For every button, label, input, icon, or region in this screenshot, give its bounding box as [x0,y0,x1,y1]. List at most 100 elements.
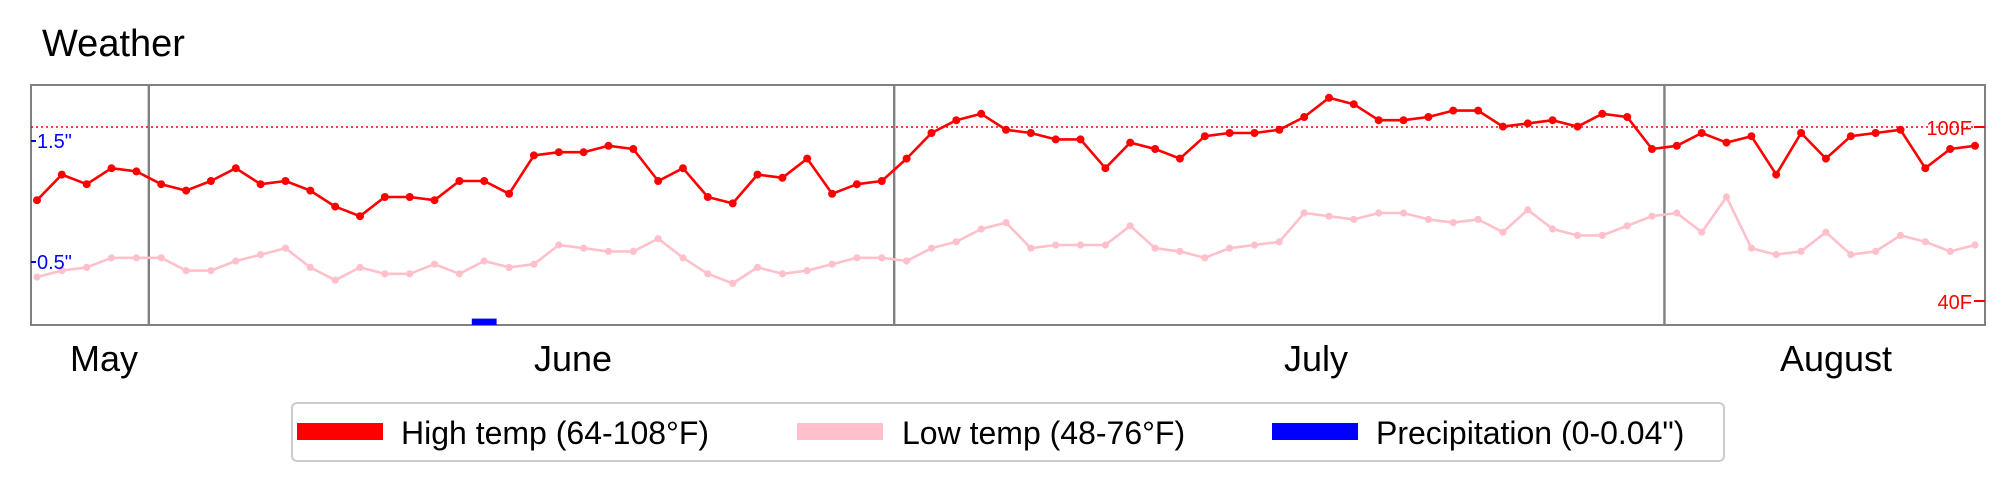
high-temp-point [356,212,364,221]
low-temp-point [207,267,215,275]
low-temp-point [1350,215,1358,223]
high-temp-point [1648,145,1656,153]
high-temp-point [1846,132,1855,141]
low-temp-point [580,244,588,252]
high-temp-point [1424,113,1433,121]
low-temp-point [629,247,637,255]
high-temp-point [604,141,613,150]
low-temp-point [1002,219,1010,227]
high-temp-series [33,93,1979,221]
high-temp-point [206,177,215,185]
high-temp-point [629,145,638,153]
high-temp-point [33,196,41,205]
low-temp-point [1300,209,1308,217]
low-temp-point [1549,225,1557,233]
high-temp-point [306,186,315,195]
precip-label-0-5: 0.5" [37,252,72,274]
low-temp-point [406,270,414,278]
low-temp-point [1623,222,1631,230]
high-temp-point [1051,135,1060,144]
low-temp-series [33,193,1979,287]
low-temp-point [1375,209,1383,217]
low-temp-point [1722,193,1731,201]
high-temp-point [1498,122,1507,131]
high-temp-point [828,189,837,198]
high-temp-point [107,164,116,173]
high-temp-point [157,180,166,189]
plot-area [30,84,1986,326]
low-temp-point [1250,241,1259,249]
month-label-may: May [70,338,138,379]
low-temp-point [1648,212,1656,220]
low-temp-point [1598,231,1606,239]
low-temp-point [1076,241,1085,249]
low-temp-point [505,263,513,271]
high-temp-point [1474,106,1483,115]
low-temp-point [1101,241,1109,249]
high-temp-point [405,193,414,201]
high-temp-point [1151,145,1160,153]
low-temp-point [977,225,985,233]
high-temp-point [1374,116,1383,125]
high-temp-point [1797,129,1806,137]
high-temp-point [231,164,240,173]
low-temp-point [182,267,190,275]
high-temp-point [256,180,265,189]
low-temp-point [1698,228,1706,236]
high-temp-point [952,116,961,125]
month-dividers [147,85,1666,325]
low-temp-point [952,238,960,246]
low-temp-point [306,263,314,271]
low-temp-point [1499,228,1507,236]
low-temp-point [157,254,165,262]
high-temp-point [778,173,787,182]
low-temp-point [903,257,911,265]
low-temp-point [1896,231,1905,239]
legend-swatch-precip [1272,423,1358,440]
legend-label-precip: Precipitation (0-0.04") [1376,415,1684,451]
month-label-june: June [534,338,612,379]
high-temp-point [1697,129,1706,137]
low-temp-point [83,263,91,271]
low-temp-point [1176,247,1184,255]
high-temp-point [1399,116,1408,125]
low-temp-point [356,263,364,271]
low-temp-point [1673,209,1681,217]
high-temp-point [977,109,986,118]
temp-label-40f: 40F [1938,292,1972,314]
chart-title: Weather [42,23,185,65]
high-temp-point [480,177,489,185]
high-temp-point [1250,129,1259,137]
high-temp-point [1598,109,1607,118]
high-temp-point [1971,141,1979,150]
low-temp-point [1052,241,1060,249]
low-temp-point [828,260,836,268]
precip-label-1-5: 1.5" [37,131,72,153]
low-temp-point [1872,247,1880,255]
low-temp-point [1449,219,1457,227]
low-temp-point [257,251,265,259]
high-temp-point [1772,170,1781,179]
precipitation-bars [471,318,497,325]
left-axis-labels: 1.5" 0.5" [31,131,72,274]
low-temp-point [927,244,936,252]
low-temp-point [853,254,861,262]
high-temp-point [1325,93,1333,102]
high-temp-point [1946,145,1955,153]
high-temp-point [1449,106,1458,115]
high-temp-point [803,154,812,163]
low-temp-point [778,270,787,278]
low-temp-point [1275,238,1283,246]
low-temp-point [1126,222,1134,230]
high-temp-point [1002,125,1010,134]
high-temp-point [1076,135,1085,144]
high-temp-point [182,186,191,195]
high-temp-point [281,177,290,185]
low-temp-point [604,247,613,255]
low-temp-point [430,260,439,268]
high-temp-point [554,148,563,157]
high-temp-point [1672,141,1681,150]
high-temp-point [1300,113,1309,121]
low-temp-point [33,273,41,281]
